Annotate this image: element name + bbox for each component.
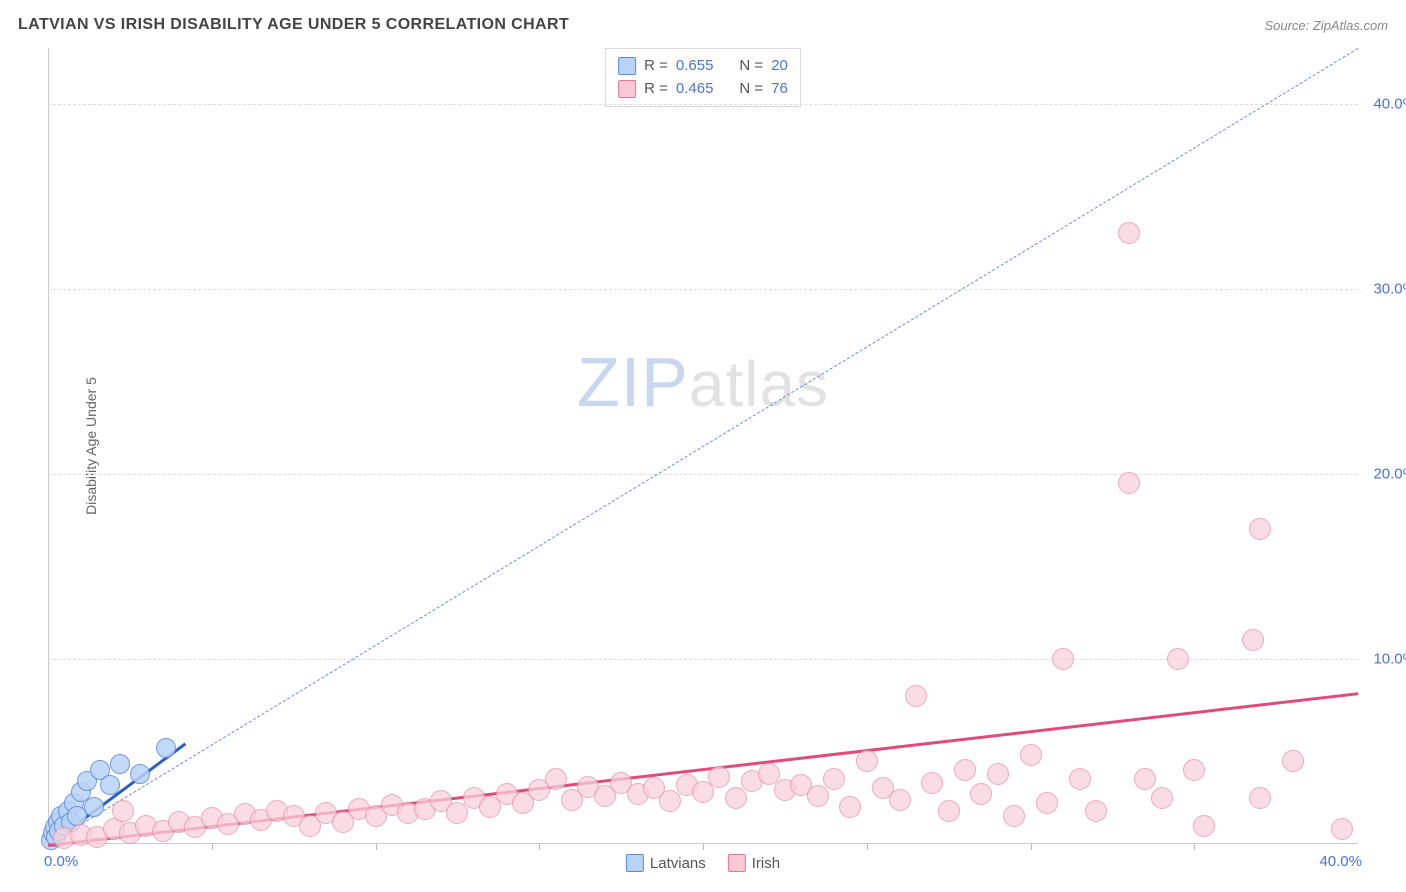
n-label: N =	[739, 78, 763, 101]
data-point	[1183, 759, 1205, 781]
legend-swatch	[618, 57, 636, 75]
gridline	[48, 289, 1358, 290]
data-point	[921, 772, 943, 794]
data-point	[1249, 518, 1271, 540]
legend-row: R = 0.465 N = 76	[618, 78, 788, 101]
data-point	[156, 738, 176, 758]
source-label: Source: ZipAtlas.com	[1264, 18, 1388, 33]
data-point	[708, 766, 730, 788]
r-label: R =	[644, 55, 668, 78]
n-label: N =	[739, 55, 763, 78]
n-value: 76	[771, 78, 788, 101]
gridline	[48, 104, 1358, 105]
r-value: 0.655	[676, 55, 714, 78]
x-tick	[867, 844, 868, 850]
x-min-label: 0.0%	[44, 853, 78, 870]
data-point	[856, 750, 878, 772]
series-legend-item: Latvians	[626, 854, 706, 872]
data-point	[970, 783, 992, 805]
data-point	[839, 796, 861, 818]
data-point	[110, 754, 130, 774]
data-point	[758, 763, 780, 785]
data-point	[100, 775, 120, 795]
data-point	[1020, 744, 1042, 766]
data-point	[545, 768, 567, 790]
data-point	[1118, 472, 1140, 494]
data-point	[1036, 792, 1058, 814]
r-label: R =	[644, 78, 668, 101]
watermark: ZIPatlas	[577, 342, 829, 422]
data-point	[1069, 768, 1091, 790]
reference-line	[48, 48, 1359, 845]
data-point	[1167, 648, 1189, 670]
data-point	[807, 785, 829, 807]
data-point	[1118, 222, 1140, 244]
data-point	[725, 787, 747, 809]
x-tick	[376, 844, 377, 850]
data-point	[987, 763, 1009, 785]
data-point	[1052, 648, 1074, 670]
data-point	[112, 800, 134, 822]
y-axis	[48, 48, 49, 844]
r-value: 0.465	[676, 78, 714, 101]
data-point	[823, 768, 845, 790]
x-tick	[703, 844, 704, 850]
data-point	[1151, 787, 1173, 809]
data-point	[1282, 750, 1304, 772]
data-point	[1193, 815, 1215, 837]
series-legend-item: Irish	[728, 854, 780, 872]
data-point	[1003, 805, 1025, 827]
chart-frame: Disability Age Under 5 ZIPatlas R =0.655…	[48, 48, 1358, 844]
n-value: 20	[771, 55, 788, 78]
data-point	[1249, 787, 1271, 809]
data-point	[659, 790, 681, 812]
y-tick-label: 30.0%	[1373, 280, 1406, 297]
y-tick-label: 10.0%	[1373, 650, 1406, 667]
x-tick	[1031, 844, 1032, 850]
data-point	[1085, 800, 1107, 822]
data-point	[1134, 768, 1156, 790]
data-point	[1331, 818, 1353, 840]
data-point	[889, 789, 911, 811]
y-tick-label: 40.0%	[1373, 95, 1406, 112]
chart-title: LATVIAN VS IRISH DISABILITY AGE UNDER 5 …	[18, 16, 569, 34]
data-point	[938, 800, 960, 822]
x-max-label: 40.0%	[1319, 853, 1362, 870]
legend-swatch	[728, 854, 746, 872]
gridline	[48, 474, 1358, 475]
series-name: Irish	[752, 855, 780, 872]
x-tick	[1194, 844, 1195, 850]
data-point	[130, 764, 150, 784]
legend-row: R = 0.655 N = 20	[618, 55, 788, 78]
series-name: Latvians	[650, 855, 706, 872]
y-tick-label: 20.0%	[1373, 465, 1406, 482]
x-tick	[539, 844, 540, 850]
data-point	[905, 685, 927, 707]
data-point	[1242, 629, 1264, 651]
series-legend: Latvians Irish	[626, 854, 780, 872]
data-point	[954, 759, 976, 781]
data-point	[84, 797, 104, 817]
legend-swatch	[626, 854, 644, 872]
gridline	[48, 659, 1358, 660]
legend-swatch	[618, 80, 636, 98]
x-tick	[212, 844, 213, 850]
plot-area: ZIPatlas R =0.655N =20R =0.465N =76 Latv…	[48, 48, 1358, 844]
correlation-legend: R = 0.655 N = 20 R = 0.465 N = 76	[605, 48, 801, 107]
